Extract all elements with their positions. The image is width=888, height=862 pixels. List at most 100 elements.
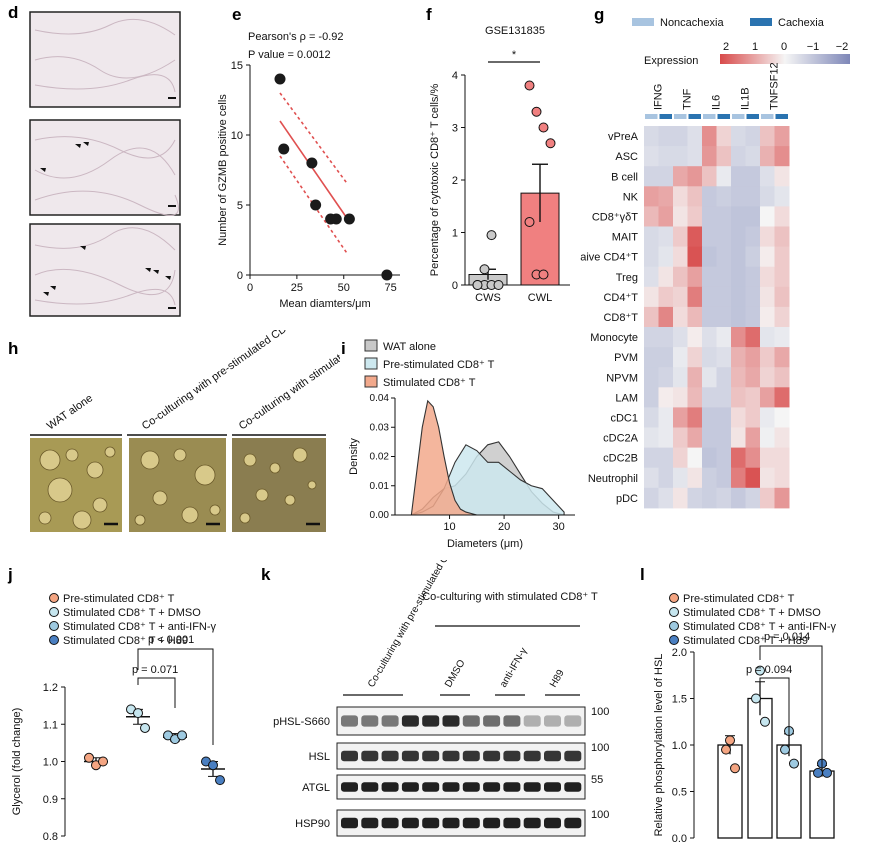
heatmap-cell xyxy=(745,206,761,227)
heatmap-cell xyxy=(731,246,746,268)
y-axis-label: Glycerol (fold change) xyxy=(11,708,23,816)
data-point xyxy=(524,217,535,227)
comparison-bracket xyxy=(137,677,176,708)
x-tick-label: 10 xyxy=(443,521,455,533)
heatmap-cell xyxy=(658,427,674,449)
heatmap-cell xyxy=(745,387,761,408)
blot-band xyxy=(483,782,501,792)
blot-band xyxy=(544,715,561,727)
data-point xyxy=(813,767,823,778)
heatmap-cell xyxy=(702,327,717,348)
heatmap-cell xyxy=(644,447,659,469)
bar xyxy=(776,744,802,839)
x-tick-label: CWL xyxy=(528,292,552,304)
heatmap-cell xyxy=(702,447,717,469)
heatmap-cell xyxy=(760,467,775,489)
group-bar-noncachexia xyxy=(732,114,745,119)
heatmap-cell xyxy=(673,246,688,268)
heatmap-cell xyxy=(702,286,717,308)
comparison-bracket xyxy=(759,677,790,745)
heatmap-cell xyxy=(644,166,659,187)
x-tick-label: 20 xyxy=(498,521,510,533)
heatmap-cell xyxy=(731,226,746,248)
blot-band xyxy=(462,750,480,762)
heatmap-cell xyxy=(644,306,659,328)
y-axis-label: Density xyxy=(348,438,360,475)
legend-swatch xyxy=(364,357,378,370)
y-tick-label: 0.0 xyxy=(672,833,687,845)
x-axis-label: Mean diamters/μm xyxy=(279,298,370,310)
blot-band xyxy=(422,750,440,762)
heatmap-cell xyxy=(658,226,674,248)
blot-band xyxy=(483,750,501,762)
heatmap-cell xyxy=(687,206,703,227)
panel-h-svg: h WAT alone Co-culturing with pre-stimul… xyxy=(8,330,340,532)
heatmap-cell xyxy=(774,367,790,388)
heatmap-cell xyxy=(687,186,703,207)
cell-type-label: CD8⁺γδT xyxy=(592,211,638,223)
heatmap-cell xyxy=(702,206,717,227)
heatmap-cell xyxy=(658,186,674,207)
heatmap-cell xyxy=(760,266,775,288)
x-tick-label: 50 xyxy=(338,282,350,294)
heatmap-cell xyxy=(731,286,746,308)
blot-band xyxy=(341,782,358,792)
colorbar-tick: 2 xyxy=(723,41,729,53)
heatmap-cell xyxy=(687,306,703,328)
ci-upper xyxy=(279,92,349,185)
data-point xyxy=(760,716,770,727)
scatter-point xyxy=(330,213,342,225)
heatmap-cell xyxy=(687,487,703,509)
data-point xyxy=(730,763,740,774)
bar xyxy=(809,770,835,839)
heatmap-cell xyxy=(673,467,688,489)
lane-sublabel: DMSO xyxy=(443,658,468,690)
heatmap-cell xyxy=(745,427,761,449)
y-tick-label: 2 xyxy=(452,175,458,187)
y-axis-label: Percentage of cytotoxic CD8⁺ T cells/% xyxy=(429,84,441,277)
heatmap-cell xyxy=(644,327,659,348)
heatmap-cell xyxy=(702,427,717,449)
blot-band xyxy=(381,817,399,829)
group-bar-cachexia xyxy=(717,114,730,119)
heatmap-cell xyxy=(687,467,703,489)
data-point xyxy=(486,230,497,241)
heatmap-cell xyxy=(760,407,775,428)
heatmap-cell xyxy=(745,166,761,187)
cell-type-label: cDC2A xyxy=(603,433,639,445)
legend-label: Pre-stimulated CD8⁺ T xyxy=(683,593,795,605)
cell-type-label: cDC1 xyxy=(610,412,638,424)
heatmap-cell xyxy=(702,387,717,408)
y-tick-label: 0.01 xyxy=(370,481,390,492)
panel-letter-i: i xyxy=(341,339,346,358)
ci-lower xyxy=(279,155,349,255)
blot-band xyxy=(341,817,358,829)
band-label: ATGL xyxy=(302,782,330,794)
heatmap-cell xyxy=(774,467,790,489)
heatmap-cell xyxy=(760,487,775,509)
blot-band xyxy=(462,715,480,727)
heatmap-cell xyxy=(702,246,717,268)
panel-letter-g: g xyxy=(594,5,604,24)
blot-band xyxy=(564,715,582,727)
colorbar-tick: 1 xyxy=(752,41,758,53)
mw-marker: 100 xyxy=(591,706,609,718)
legend-label: WAT alone xyxy=(383,341,436,353)
heatmap-cell xyxy=(774,286,790,308)
heatmap-cell xyxy=(731,367,746,388)
heatmap-cell xyxy=(644,487,659,509)
heatmap-cell xyxy=(644,407,659,428)
scatter-point xyxy=(310,199,322,211)
comparison-bracket xyxy=(759,645,823,770)
colorbar-tick: −2 xyxy=(836,41,849,53)
heatmap-cell xyxy=(702,146,717,167)
blot-band xyxy=(361,750,379,762)
blot-band xyxy=(503,817,521,829)
heatmap-cell xyxy=(731,347,746,368)
heatmap-cell xyxy=(760,427,775,449)
x-tick-label: CWS xyxy=(475,292,501,304)
heatmap-cell xyxy=(644,186,659,207)
x-tick-label: 0 xyxy=(247,282,253,294)
cell-type-label: Treg xyxy=(616,272,638,284)
heatmap-cell xyxy=(658,487,674,509)
